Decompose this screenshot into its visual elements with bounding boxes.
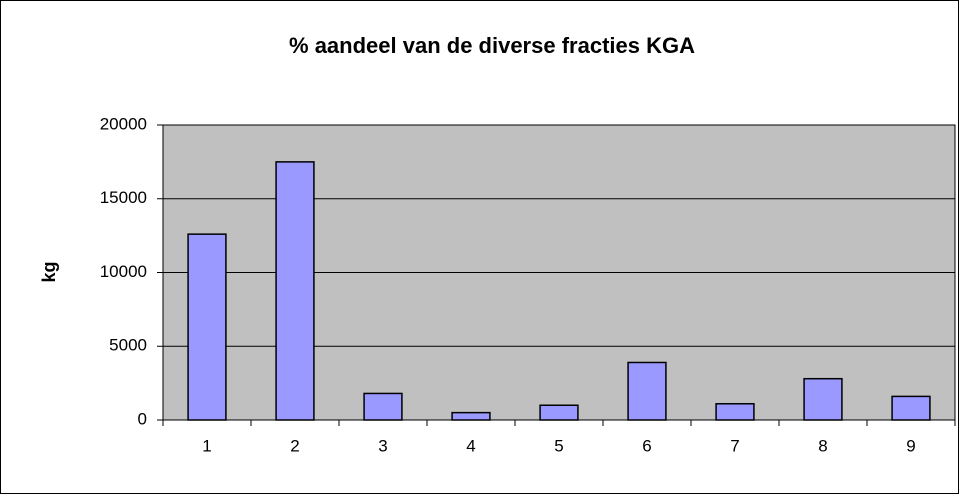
bar: [363, 392, 403, 421]
x-tick-label: 7: [730, 436, 739, 455]
bar: [715, 403, 755, 421]
x-tick-label: 6: [642, 436, 651, 455]
bar: [539, 404, 579, 421]
y-axis-label: kg: [39, 261, 59, 282]
x-tick-label: 3: [378, 436, 387, 455]
x-tick-label: 1: [202, 436, 211, 455]
bar: [803, 377, 843, 421]
bar: [627, 361, 667, 421]
x-tick-label: 4: [466, 436, 475, 455]
y-tick-label: 20000: [100, 114, 147, 133]
y-tick-label: 10000: [100, 262, 147, 281]
bar: [891, 395, 931, 421]
bar: [451, 411, 491, 421]
x-tick-label: 9: [906, 436, 915, 455]
bar: [275, 161, 315, 421]
x-tick-label: 2: [290, 436, 299, 455]
y-tick-label: 0: [138, 409, 147, 428]
chart-title: % aandeel van de diverse fracties KGA: [289, 33, 695, 58]
x-tick-label: 5: [554, 436, 563, 455]
y-tick-label: 15000: [100, 188, 147, 207]
x-tick-label: 8: [818, 436, 827, 455]
bar: [187, 233, 227, 421]
y-tick-label: 5000: [109, 336, 147, 355]
